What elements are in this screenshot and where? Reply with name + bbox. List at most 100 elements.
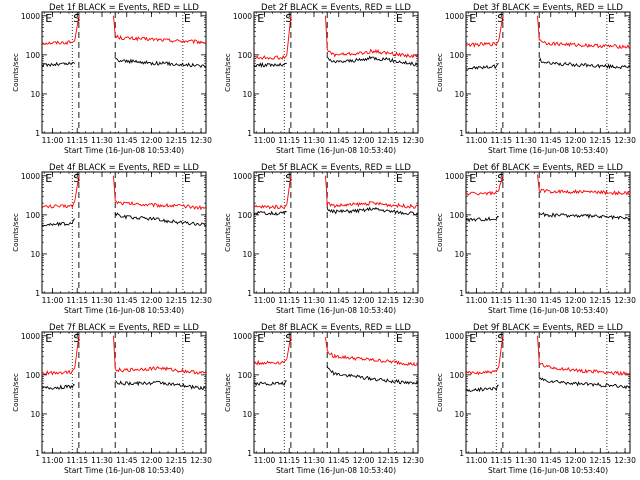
- y-tick-label: 10: [454, 250, 464, 259]
- black-events-series-line: [114, 212, 206, 227]
- chart-panel-4: Det 4f BLACK = Events, RED = LLD 1 10 100 10…: [12, 163, 212, 315]
- event-marker-label: S: [497, 172, 504, 185]
- red-lld-series-line: [537, 335, 630, 376]
- chart-title: Det 2f BLACK = Events, RED = LLD: [261, 3, 411, 13]
- black-events-series-line: [327, 55, 418, 67]
- x-tick-label: 11:45: [540, 456, 562, 465]
- event-marker-label: E: [257, 12, 264, 25]
- x-tick-label: 11:30: [515, 136, 537, 145]
- y-tick-label: 1: [459, 449, 464, 458]
- y-tick-label: 1: [247, 449, 252, 458]
- y-tick-label: 1: [35, 449, 40, 458]
- event-marker-label: S: [73, 172, 80, 185]
- red-lld-series-line: [466, 15, 504, 48]
- x-tick-label: 11:00: [254, 136, 276, 145]
- x-axis-label: Start Time (16-Jun-08 10:53:40): [488, 146, 608, 155]
- event-marker-label: E: [608, 12, 615, 25]
- y-tick-label: 1000: [21, 12, 40, 21]
- chart-panel-7: Det 7f BLACK = Events, RED = LLD 1 10 100 10…: [12, 323, 212, 475]
- black-events-series-line: [114, 380, 206, 391]
- red-lld-series-line: [537, 15, 630, 49]
- red-lld-series-line: [113, 335, 206, 375]
- x-tick-label: 12:15: [589, 456, 611, 465]
- red-lld-series-line: [537, 174, 630, 196]
- x-tick-label: 11:00: [42, 296, 64, 305]
- black-events-series-line: [538, 377, 630, 390]
- red-lld-series-line: [254, 335, 292, 366]
- event-marker-label: E: [184, 332, 191, 345]
- x-tick-label: 11:00: [254, 456, 276, 465]
- x-tick-label: 11:45: [116, 296, 138, 305]
- x-tick-label: 12:00: [141, 456, 163, 465]
- y-tick-label: 1000: [233, 332, 252, 341]
- y-axis-label: Counts/sec: [12, 373, 20, 412]
- x-tick-label: 12:15: [589, 136, 611, 145]
- x-tick-label: 11:15: [278, 296, 300, 305]
- y-axis-label: Counts/sec: [436, 373, 444, 412]
- x-tick-label: 11:45: [540, 296, 562, 305]
- event-marker-label: S: [497, 332, 504, 345]
- black-events-series-line: [254, 380, 287, 387]
- red-lld-series-line: [42, 175, 80, 209]
- y-tick-label: 100: [26, 211, 41, 220]
- chart-panel-5: Det 5f BLACK = Events, RED = LLD 1 10 100 10…: [224, 163, 424, 315]
- y-tick-label: 1000: [233, 12, 252, 21]
- x-tick-label: 12:30: [402, 136, 424, 145]
- x-tick-label: 12:30: [402, 296, 424, 305]
- x-tick-label: 12:15: [377, 296, 399, 305]
- x-tick-label: 11:30: [303, 136, 325, 145]
- x-tick-label: 12:00: [353, 296, 375, 305]
- chart-title: Det 5f BLACK = Events, RED = LLD: [261, 163, 411, 173]
- y-tick-label: 1: [247, 289, 252, 298]
- black-events-series-line: [42, 218, 76, 227]
- x-tick-label: 11:15: [66, 136, 88, 145]
- y-tick-label: 10: [454, 410, 464, 419]
- event-marker-label: E: [396, 12, 403, 25]
- x-tick-label: 11:45: [328, 296, 350, 305]
- red-lld-series-line: [113, 175, 206, 211]
- x-tick-label: 11:30: [91, 136, 113, 145]
- x-tick-label: 12:15: [377, 456, 399, 465]
- y-tick-label: 10: [30, 410, 40, 419]
- x-tick-label: 12:15: [377, 136, 399, 145]
- red-lld-series-line: [466, 175, 504, 196]
- event-marker-label: S: [285, 12, 292, 25]
- black-events-series-line: [42, 61, 75, 68]
- x-tick-label: 11:30: [303, 456, 325, 465]
- y-tick-label: 1000: [21, 332, 40, 341]
- x-tick-label: 12:15: [165, 456, 187, 465]
- x-axis-label: Start Time (16-Jun-08 10:53:40): [64, 306, 184, 315]
- event-marker-label: S: [497, 12, 504, 25]
- x-axis-label: Start Time (16-Jun-08 10:53:40): [488, 466, 608, 475]
- x-tick-label: 12:00: [565, 456, 587, 465]
- y-tick-label: 100: [26, 371, 41, 380]
- red-lld-series-line: [254, 15, 292, 61]
- y-tick-label: 100: [450, 211, 465, 220]
- event-marker-label: E: [184, 12, 191, 25]
- y-tick-label: 1000: [21, 172, 40, 181]
- x-tick-label: 11:30: [303, 296, 325, 305]
- y-tick-label: 10: [30, 250, 40, 259]
- x-tick-label: 11:45: [328, 136, 350, 145]
- x-tick-label: 12:00: [565, 296, 587, 305]
- y-tick-label: 1: [35, 289, 40, 298]
- x-tick-label: 11:45: [116, 456, 138, 465]
- red-lld-series-line: [325, 337, 418, 366]
- x-tick-label: 11:45: [328, 456, 350, 465]
- plot-frame: [41, 331, 207, 454]
- black-events-series-line: [326, 366, 418, 385]
- y-tick-label: 100: [238, 371, 253, 380]
- x-tick-label: 12:30: [402, 456, 424, 465]
- black-events-series-line: [42, 383, 75, 390]
- y-axis-label: Counts/sec: [224, 213, 232, 252]
- chart-panel-9: Det 9f BLACK = Events, RED = LLD 1 10 100 10…: [436, 323, 636, 475]
- plot-frame: [253, 11, 419, 134]
- x-tick-label: 11:30: [91, 456, 113, 465]
- red-lld-series-line: [42, 335, 80, 376]
- y-tick-label: 10: [242, 90, 252, 99]
- x-tick-label: 12:15: [165, 136, 187, 145]
- y-tick-label: 100: [450, 371, 465, 380]
- x-tick-label: 12:00: [141, 136, 163, 145]
- x-axis-label: Start Time (16-Jun-08 10:53:40): [64, 146, 184, 155]
